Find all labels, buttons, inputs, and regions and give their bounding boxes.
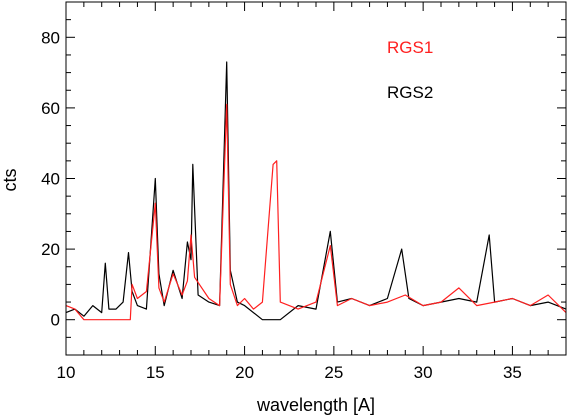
series-layer [65, 61, 567, 321]
x-tick-label: 35 [503, 363, 522, 382]
y-tick-label: 80 [41, 28, 60, 47]
x-tick-label: 30 [414, 363, 433, 382]
y-tick-label: 20 [41, 240, 60, 259]
series-line-rgs1 [65, 103, 567, 321]
labels-layer: 10 15 20 25 30 35 0 20 40 60 80 [41, 28, 522, 382]
legend-entry-rgs1: RGS1 [387, 38, 433, 57]
series-line-rgs2 [65, 61, 567, 321]
y-tick-label: 40 [41, 170, 60, 189]
y-tick-label: 60 [41, 99, 60, 118]
x-tick-label: 10 [57, 363, 76, 382]
y-axis-label: cts [0, 168, 20, 191]
x-tick-label: 25 [324, 363, 343, 382]
y-tick-label: 0 [51, 311, 60, 330]
x-tick-label: 15 [146, 363, 165, 382]
axes-layer [65, 1, 567, 356]
x-tick-label: 20 [235, 363, 254, 382]
x-axis-label: wavelength [A] [256, 395, 375, 415]
legend-entry-rgs2: RGS2 [387, 83, 433, 102]
